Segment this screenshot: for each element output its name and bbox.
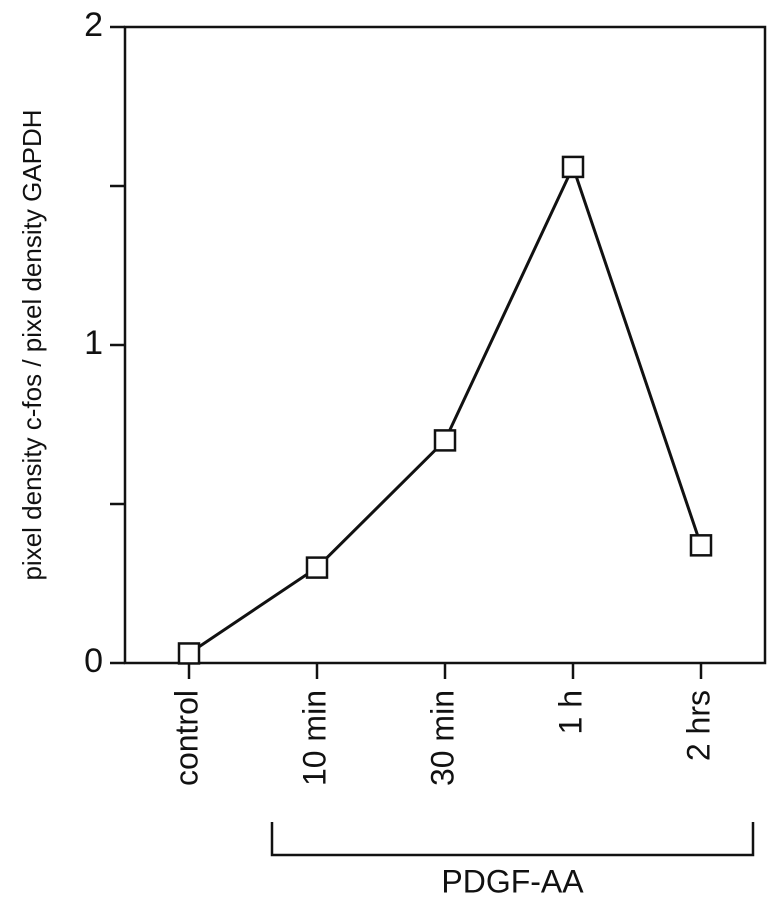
x-tick-label: 30 min [424,690,460,786]
y-tick-label: 2 [84,6,103,44]
data-marker [177,642,201,665]
y-axis-label: pixel density c-fos / pixel density GAPD… [17,109,47,580]
x-tick-label: 1 h [552,690,588,734]
group-bracket [270,822,755,857]
group-label: PDGF-AA [441,863,584,899]
data-marker [689,534,713,557]
x-tick-label: 10 min [296,690,332,786]
x-tick-label: control [168,690,204,786]
data-marker [305,556,329,579]
data-line [188,162,703,655]
plot-frame [123,25,767,665]
y-tick-label: 1 [84,324,103,362]
data-marker [561,155,585,179]
x-tick-label: 2 hrs [680,690,716,761]
y-tick-label: 0 [84,642,103,680]
data-marker [433,429,457,452]
